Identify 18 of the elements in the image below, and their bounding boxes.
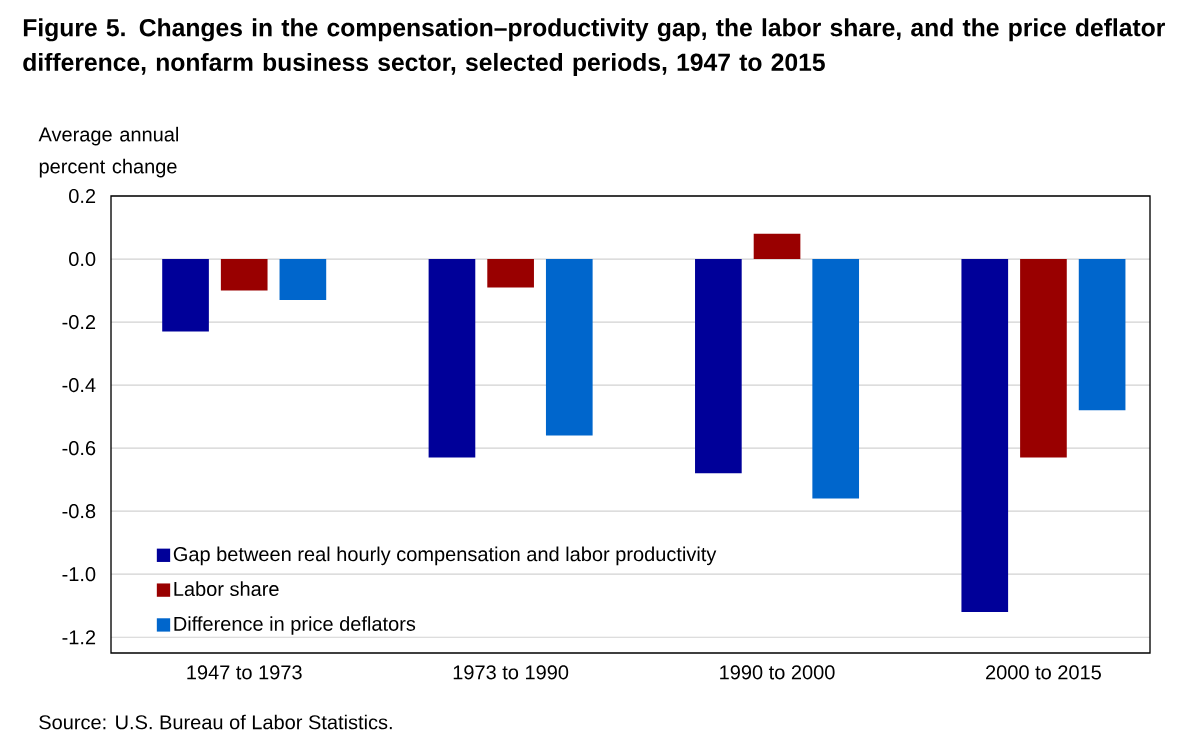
x-tick-label: 1947 to 1973: [187, 665, 302, 680]
y-tick-label: 0.2: [69, 188, 96, 204]
y-tick-label: -1.2: [62, 630, 96, 645]
y-axis-title: Average annual percent change: [38, 126, 179, 178]
legend-label: Labor share: [174, 581, 279, 597]
legend-label: Difference in price deflators: [174, 616, 416, 635]
x-tick-label: 1990 to 2000: [720, 665, 835, 680]
source-note: Source: U.S. Bureau of Labor Statistics.: [39, 714, 392, 730]
chart-title: Figure 5. Changes in the compensation–productivity gap, the labor share, and the price deflator difference, nonfarm business sector, selected periods, 1947 to 2015: [23, 18, 1165, 76]
y-tick-label: 0.0: [69, 251, 96, 267]
y-tick-label: -1.0: [62, 567, 96, 582]
x-tick-label: 2000 to 2015: [986, 665, 1101, 680]
y-tick-label: -0.2: [62, 314, 96, 330]
x-tick-label: 1973 to 1990: [453, 665, 569, 680]
y-tick-label: -0.8: [62, 504, 96, 519]
legend-label: Gap between real hourly compensation and labor productivity: [173, 546, 717, 566]
y-tick-label: -0.4: [62, 378, 96, 393]
y-tick-label: -0.6: [62, 441, 96, 456]
